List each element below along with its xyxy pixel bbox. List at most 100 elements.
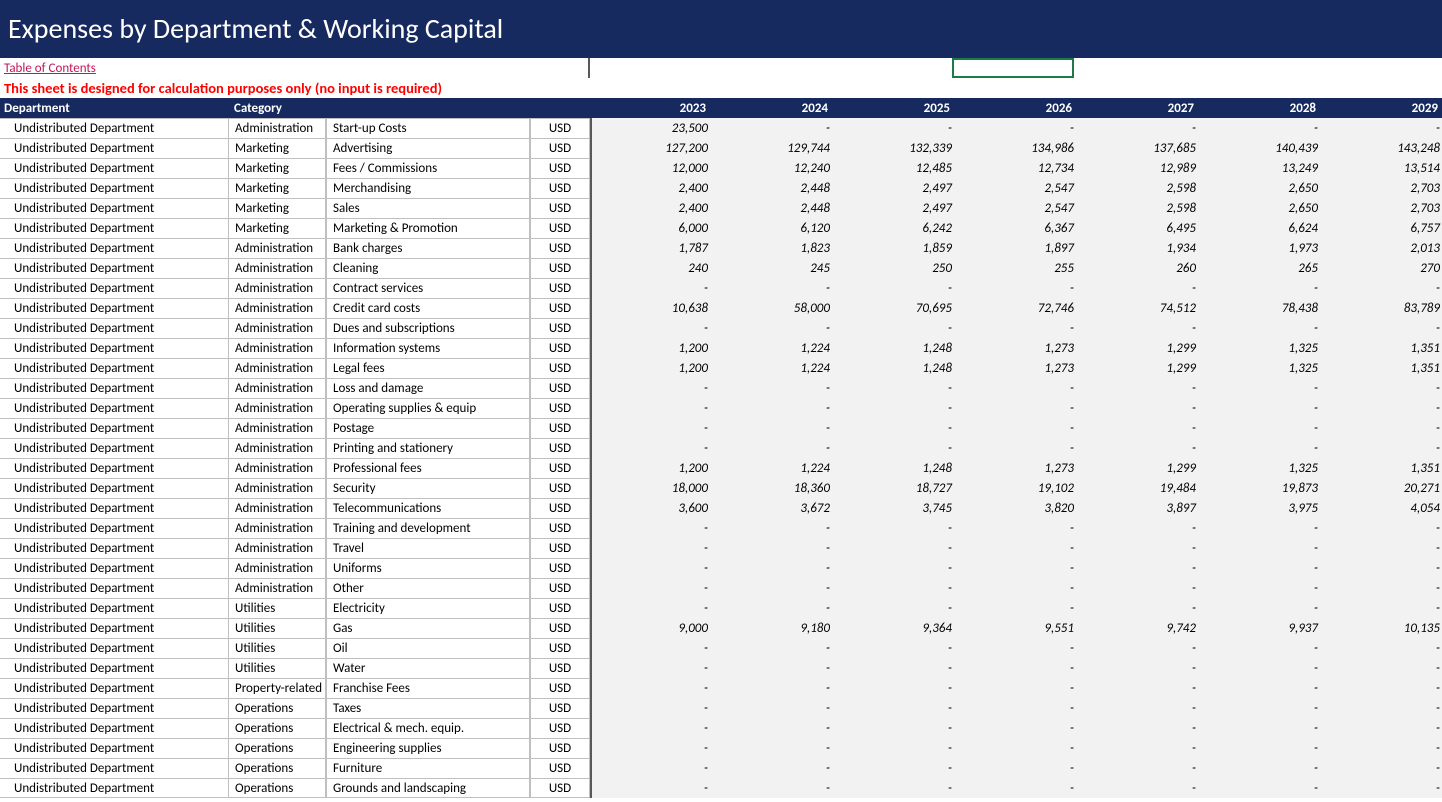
cell-category[interactable]: Administration [228,298,326,318]
cell-unit[interactable]: USD [530,738,590,758]
cell-value[interactable]: - [1080,278,1202,298]
cell-value[interactable]: - [1202,318,1324,338]
cell-value[interactable]: - [1080,438,1202,458]
cell-category[interactable]: Operations [228,698,326,718]
cell-value[interactable]: 6,757 [1324,218,1442,238]
cell-value[interactable]: - [592,778,714,798]
cell-value[interactable]: 134,986 [958,138,1080,158]
cell-value[interactable]: - [958,118,1080,138]
cell-item[interactable]: Water [326,658,530,678]
cell-value[interactable]: 2,448 [714,198,836,218]
cell-value[interactable]: - [958,678,1080,698]
cell-value[interactable]: 2,598 [1080,198,1202,218]
cell-value[interactable]: - [714,718,836,738]
cell-unit[interactable]: USD [530,478,590,498]
cell-value[interactable]: - [714,578,836,598]
cell-item[interactable]: Cleaning [326,258,530,278]
cell-value[interactable]: - [958,438,1080,458]
cell-value[interactable]: - [836,598,958,618]
cell-value[interactable]: - [1202,718,1324,738]
cell-value[interactable]: - [1324,378,1442,398]
cell-value[interactable]: - [836,378,958,398]
cell-value[interactable]: - [958,578,1080,598]
cell-department[interactable]: Undistributed Department [0,618,228,638]
cell-unit[interactable]: USD [530,378,590,398]
cell-value[interactable]: - [958,538,1080,558]
cell-value[interactable]: - [1202,638,1324,658]
cell-unit[interactable]: USD [530,578,590,598]
cell-value[interactable]: - [714,698,836,718]
cell-value[interactable]: - [592,738,714,758]
cell-value[interactable]: 127,200 [592,138,714,158]
cell-category[interactable]: Administration [228,578,326,598]
cell-value[interactable]: 2,703 [1324,178,1442,198]
cell-value[interactable]: 137,685 [1080,138,1202,158]
cell-department[interactable]: Undistributed Department [0,418,228,438]
cell-value[interactable]: - [1080,698,1202,718]
cell-value[interactable]: 4,054 [1324,498,1442,518]
cell-value[interactable]: - [714,738,836,758]
cell-item[interactable]: Loss and damage [326,378,530,398]
cell-category[interactable]: Administration [228,318,326,338]
cell-department[interactable]: Undistributed Department [0,478,228,498]
cell-value[interactable]: 9,742 [1080,618,1202,638]
cell-value[interactable]: 3,820 [958,498,1080,518]
header-year-2024[interactable]: 2024 [712,98,834,118]
cell-item[interactable]: Merchandising [326,178,530,198]
cell-unit[interactable]: USD [530,678,590,698]
cell-value[interactable]: - [592,518,714,538]
cell-value[interactable]: 78,438 [1202,298,1324,318]
cell-value[interactable]: - [1324,398,1442,418]
cell-category[interactable]: Operations [228,718,326,738]
cell-value[interactable]: 9,000 [592,618,714,638]
cell-value[interactable]: 10,135 [1324,618,1442,638]
cell-category[interactable]: Administration [228,338,326,358]
cell-item[interactable]: Grounds and landscaping [326,778,530,798]
cell-value[interactable]: - [1324,518,1442,538]
cell-category[interactable]: Marketing [228,138,326,158]
cell-value[interactable]: - [958,698,1080,718]
cell-value[interactable]: - [836,418,958,438]
cell-value[interactable]: - [958,658,1080,678]
cell-value[interactable]: 12,000 [592,158,714,178]
cell-item[interactable]: Other [326,578,530,598]
cell-value[interactable]: 6,624 [1202,218,1324,238]
cell-value[interactable]: - [592,718,714,738]
cell-value[interactable]: - [592,638,714,658]
cell-value[interactable]: - [714,538,836,558]
header-year-2028[interactable]: 2028 [1200,98,1322,118]
cell-department[interactable]: Undistributed Department [0,638,228,658]
cell-value[interactable]: - [714,418,836,438]
cell-category[interactable]: Administration [228,118,326,138]
cell-value[interactable]: 2,650 [1202,178,1324,198]
cell-value[interactable]: - [1324,578,1442,598]
cell-value[interactable]: - [958,278,1080,298]
cell-value[interactable]: - [1324,758,1442,778]
cell-value[interactable]: 143,248 [1324,138,1442,158]
header-year-2027[interactable]: 2027 [1078,98,1200,118]
cell-value[interactable]: - [1324,698,1442,718]
cell-department[interactable]: Undistributed Department [0,398,228,418]
cell-department[interactable]: Undistributed Department [0,198,228,218]
cell-value[interactable]: 2,400 [592,198,714,218]
cell-value[interactable]: - [1324,658,1442,678]
cell-value[interactable]: 1,823 [714,238,836,258]
cell-department[interactable]: Undistributed Department [0,678,228,698]
cell-value[interactable]: 18,727 [836,478,958,498]
cell-category[interactable]: Administration [228,418,326,438]
cell-category[interactable]: Operations [228,758,326,778]
cell-value[interactable]: 74,512 [1080,298,1202,318]
cell-value[interactable]: - [592,678,714,698]
cell-value[interactable]: - [592,398,714,418]
cell-category[interactable]: Administration [228,518,326,538]
cell-department[interactable]: Undistributed Department [0,118,228,138]
cell-value[interactable]: - [1202,758,1324,778]
cell-category[interactable]: Utilities [228,658,326,678]
cell-category[interactable]: Administration [228,238,326,258]
cell-value[interactable]: - [592,598,714,618]
cell-value[interactable]: - [1202,538,1324,558]
cell-value[interactable]: - [1080,758,1202,778]
cell-item[interactable]: Engineering supplies [326,738,530,758]
cell-value[interactable]: - [836,718,958,738]
cell-value[interactable]: - [1324,118,1442,138]
